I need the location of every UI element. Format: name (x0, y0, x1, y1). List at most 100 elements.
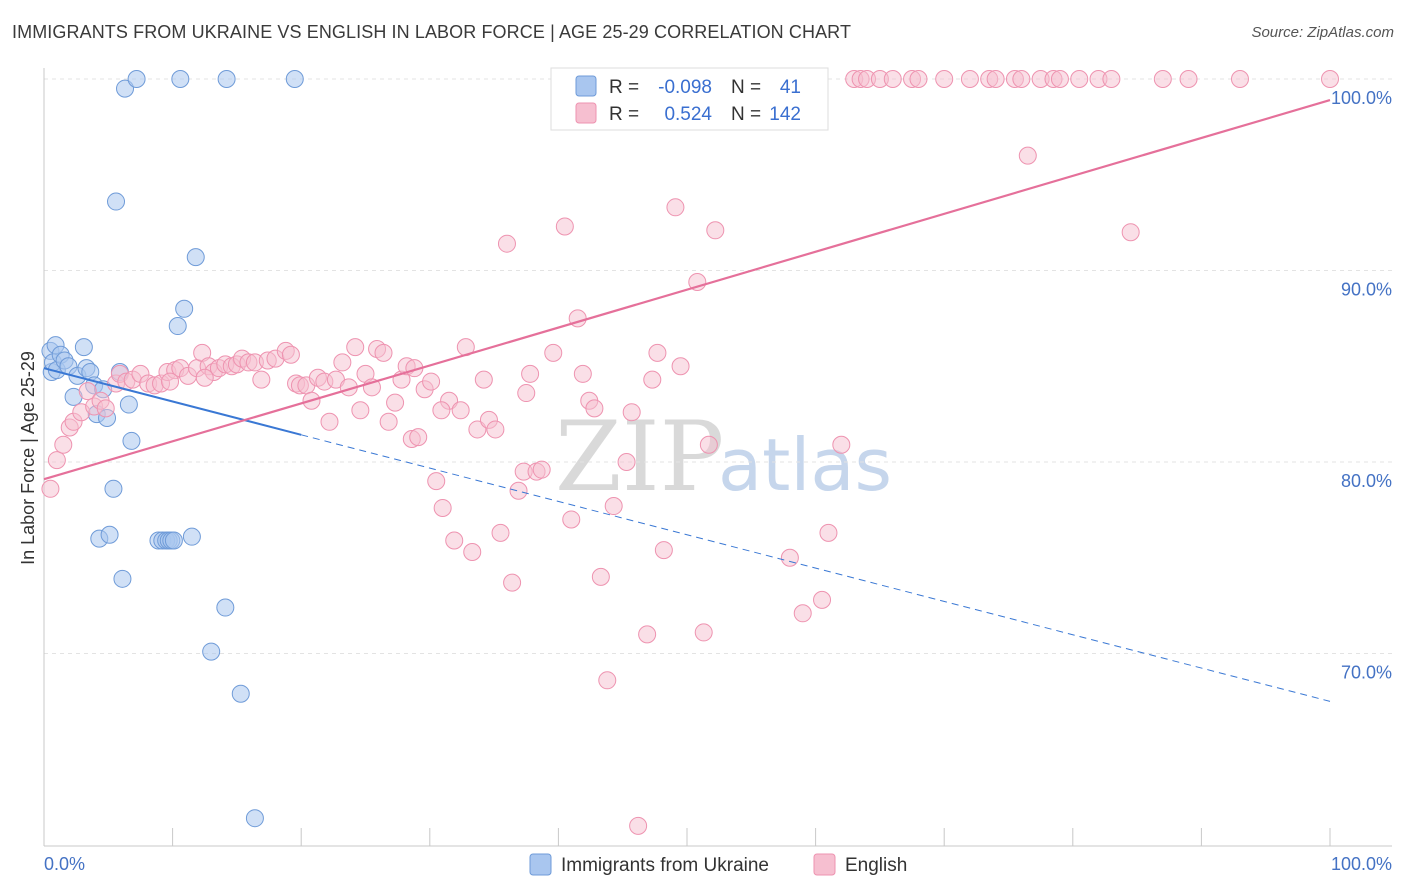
english-point (427, 472, 446, 491)
english-point (706, 221, 725, 240)
legend-top: R = -0.098 N = 41 R = 0.524 N = 142 (550, 67, 829, 131)
y-tick-label-100: 100.0% (1331, 88, 1392, 108)
english-point (1012, 70, 1031, 88)
english-point (1018, 146, 1037, 165)
english-point (654, 541, 673, 560)
english-point (486, 420, 505, 439)
english-point (346, 338, 365, 357)
english-point (666, 198, 685, 217)
english-point (604, 497, 623, 516)
ukraine-point (168, 317, 187, 336)
ukraine-point (74, 338, 93, 357)
english-point (422, 372, 441, 391)
english-point (591, 567, 610, 586)
english-point (832, 435, 851, 454)
english-point (622, 403, 641, 422)
english-point (195, 368, 214, 387)
bottom-legend-swatch-ukraine (529, 853, 552, 876)
ukraine-point (216, 598, 235, 617)
bottom-legend-swatch-english (813, 853, 836, 876)
english-point (47, 451, 66, 470)
english-point (517, 384, 536, 403)
english-trend-line (43, 99, 1331, 481)
english-point (585, 399, 604, 418)
x-tick-label-min: 0.0% (44, 854, 85, 874)
english-point (41, 479, 60, 498)
english-point (1070, 70, 1089, 88)
english-point (379, 412, 398, 431)
english-point (281, 345, 300, 364)
ukraine-point (186, 248, 205, 267)
ukraine-point (202, 642, 221, 661)
english-point (503, 573, 522, 592)
series-ukraine-points (41, 70, 304, 828)
english-point (252, 370, 271, 389)
ukraine-point (100, 525, 119, 544)
english-point (1050, 70, 1069, 88)
english-point (671, 357, 690, 376)
y-tick-label-90: 90.0% (1341, 280, 1392, 300)
trend-lines (43, 99, 1331, 702)
ukraine-point (171, 70, 190, 88)
english-point (1153, 70, 1172, 88)
ukraine-point (107, 192, 126, 211)
ukraine-point (175, 299, 194, 318)
y-tick-label-70: 70.0% (1341, 663, 1392, 683)
english-point (617, 453, 636, 471)
english-point (78, 382, 97, 401)
english-point (532, 460, 551, 479)
ukraine-point (122, 431, 141, 450)
x-tick-marks (43, 828, 1331, 846)
english-point (883, 70, 902, 88)
legend-r-value-english: 0.524 (664, 104, 712, 125)
ukraine-trend-line-dashed (301, 434, 1331, 702)
english-point (432, 401, 451, 420)
watermark-zip: ZIP (555, 401, 724, 513)
english-point (433, 498, 452, 517)
english-point (409, 428, 428, 447)
ukraine-point (104, 479, 123, 498)
english-point (986, 70, 1005, 88)
english-point (96, 399, 115, 418)
english-point (1321, 70, 1339, 88)
english-point (1179, 70, 1198, 88)
legend-swatch-ukraine (575, 75, 597, 97)
legend-swatch-english (575, 102, 597, 124)
english-point (468, 420, 487, 439)
ukraine-point (127, 70, 146, 88)
ukraine-point (231, 684, 250, 703)
english-point (451, 401, 470, 420)
legend-r-label-ukraine: R = (609, 77, 639, 98)
ukraine-trend-line-solid (43, 367, 302, 436)
ukraine-point (164, 531, 183, 550)
legend-box (550, 67, 829, 131)
watermark-atlas: atlas (718, 423, 892, 507)
english-point (509, 481, 528, 500)
english-point (54, 435, 73, 454)
english-point (320, 412, 339, 431)
english-point (474, 370, 493, 389)
english-point (694, 623, 713, 642)
gridlines (44, 78, 1392, 654)
bottom-legend-label-english: English (845, 855, 907, 876)
english-point (491, 523, 510, 542)
legend-n-label-english: N = (731, 104, 761, 125)
english-point (935, 70, 954, 88)
english-point (813, 590, 832, 609)
english-point (648, 343, 667, 362)
legend-n-value-ukraine: 41 (780, 77, 801, 98)
ukraine-point (217, 70, 236, 88)
ukraine-point (285, 70, 304, 88)
english-point (573, 364, 592, 383)
chart-source: Source: ZipAtlas.com (1251, 24, 1394, 41)
english-point (909, 70, 928, 88)
y-tick-labels: 70.0% 80.0% 90.0% 100.0% (1331, 88, 1392, 683)
english-point (497, 234, 516, 253)
english-point (374, 343, 393, 362)
english-point (562, 510, 581, 529)
english-point (161, 372, 180, 391)
ukraine-point (119, 395, 138, 414)
english-point (793, 604, 812, 623)
english-point (555, 217, 574, 236)
